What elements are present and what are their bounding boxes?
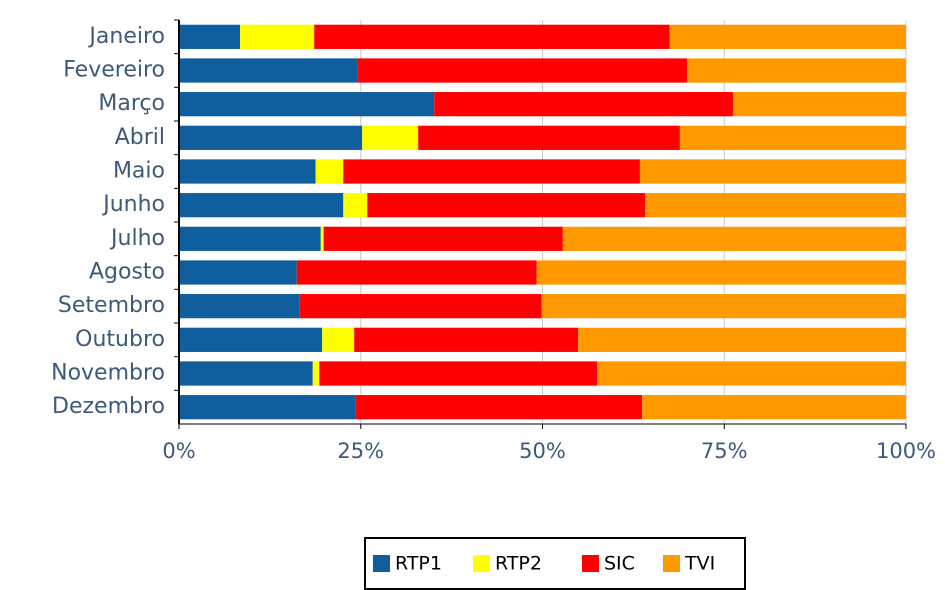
x-tick-label: 0% xyxy=(162,439,195,463)
legend-label: RTP1 xyxy=(395,553,442,575)
bar xyxy=(343,159,640,184)
legend-label: TVI xyxy=(684,553,715,575)
bar xyxy=(179,260,297,285)
bar xyxy=(669,24,906,49)
bar xyxy=(355,395,643,420)
y-tick-label: Janeiro xyxy=(87,24,165,49)
bar xyxy=(687,58,906,83)
bar xyxy=(732,92,906,117)
bar xyxy=(418,125,680,150)
bar xyxy=(179,193,344,218)
bar xyxy=(319,361,598,386)
legend: RTP1 RTP2 SIC TVI xyxy=(364,537,746,590)
bar xyxy=(179,294,300,319)
bar xyxy=(299,294,542,319)
bar xyxy=(642,395,906,420)
bar xyxy=(179,327,323,352)
bar xyxy=(179,24,241,49)
bar xyxy=(179,395,356,420)
x-tick-label: 50% xyxy=(519,439,566,463)
bar xyxy=(536,260,906,285)
y-tick-label: Julho xyxy=(109,226,165,251)
bar xyxy=(179,361,313,386)
bar xyxy=(434,92,733,117)
legend-swatch xyxy=(473,555,490,572)
bar xyxy=(679,125,906,150)
legend-label: RTP2 xyxy=(495,553,542,575)
bar xyxy=(296,260,537,285)
legend-swatch xyxy=(663,555,680,572)
x-tick-label: 75% xyxy=(701,439,748,463)
bar xyxy=(639,159,906,184)
bar xyxy=(322,327,355,352)
bar xyxy=(179,125,363,150)
bar xyxy=(597,361,906,386)
y-tick-label: Maio xyxy=(113,159,165,184)
y-tick-label: Junho xyxy=(101,192,165,217)
y-tick-label: Agosto xyxy=(89,260,165,285)
y-tick-label: Fevereiro xyxy=(63,58,165,83)
bar xyxy=(357,58,688,83)
x-tick-label: 25% xyxy=(337,439,384,463)
x-tick-label: 100% xyxy=(876,439,936,463)
bar xyxy=(323,226,563,251)
bar xyxy=(354,327,579,352)
bar xyxy=(315,159,344,184)
bar xyxy=(343,193,368,218)
y-tick-label: Outubro xyxy=(75,327,165,352)
bar xyxy=(312,361,320,386)
y-tick-label: Setembro xyxy=(58,293,165,318)
y-tick-label: Abril xyxy=(115,125,165,150)
bar xyxy=(645,193,906,218)
y-tick-label: Novembro xyxy=(51,361,165,386)
legend-box xyxy=(364,537,746,590)
bar xyxy=(362,125,419,150)
bar xyxy=(562,226,906,251)
bar xyxy=(320,226,324,251)
bar xyxy=(240,24,315,49)
bar xyxy=(367,193,646,218)
bar xyxy=(179,92,435,117)
bar xyxy=(179,159,316,184)
bar xyxy=(314,24,670,49)
bar xyxy=(179,226,321,251)
y-tick-label: Dezembro xyxy=(52,394,165,419)
bar xyxy=(179,58,358,83)
y-tick-label: Março xyxy=(98,91,165,116)
bar xyxy=(541,294,906,319)
bar xyxy=(578,327,906,352)
legend-label: SIC xyxy=(604,553,635,575)
legend-swatch xyxy=(582,555,599,572)
legend-swatch xyxy=(373,555,390,572)
